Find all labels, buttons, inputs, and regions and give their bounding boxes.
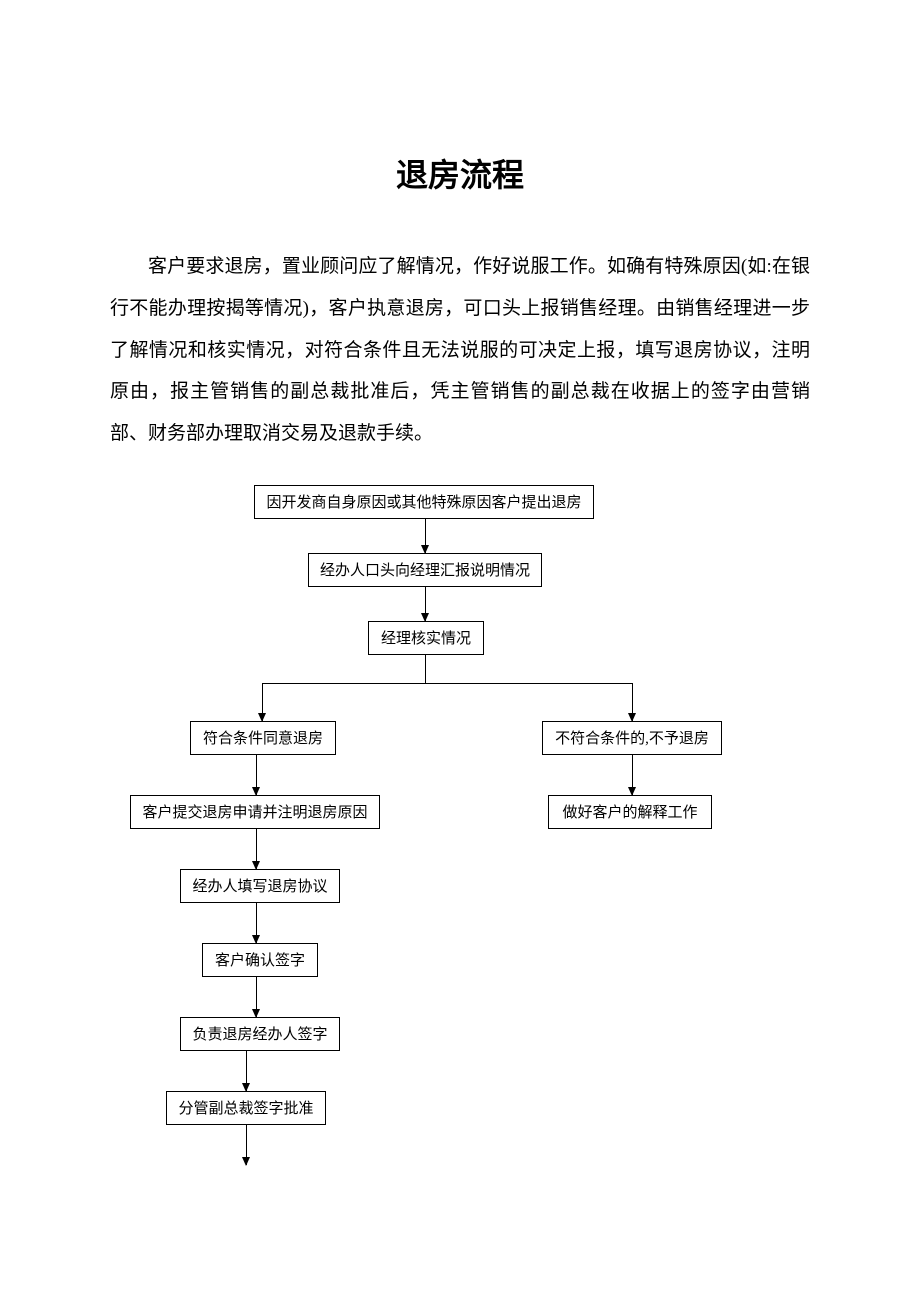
flowchart-arrow: [246, 1051, 247, 1091]
flowchart-node-n4: 符合条件同意退房: [190, 721, 336, 755]
flowchart-arrow: [256, 903, 257, 943]
flowchart-arrow: [425, 587, 426, 621]
flowchart-arrow: [425, 519, 426, 553]
flowchart-node-n11: 分管副总裁签字批准: [166, 1091, 326, 1125]
flowchart-node-n10: 负责退房经办人签字: [180, 1017, 340, 1051]
flowchart-node-n3: 经理核实情况: [368, 621, 484, 655]
flowchart-arrow: [256, 829, 257, 869]
flowchart-arrow: [632, 683, 633, 721]
flowchart-node-n5: 不符合条件的,不予退房: [542, 721, 722, 755]
flowchart-node-n9: 客户确认签字: [202, 943, 318, 977]
flowchart-arrow: [262, 683, 263, 721]
flowchart-connector: [425, 655, 426, 683]
flowchart-node-n8: 经办人填写退房协议: [180, 869, 340, 903]
intro-paragraph: 客户要求退房，置业顾问应了解情况，作好说服工作。如确有特殊原因(如:在银行不能办…: [110, 246, 810, 455]
flowchart-arrow: [256, 755, 257, 795]
flowchart-connector: [262, 683, 632, 684]
flowchart-arrow: [246, 1125, 247, 1165]
flowchart-node-n6: 客户提交退房申请并注明退房原因: [130, 795, 380, 829]
flowchart-arrow: [256, 977, 257, 1017]
flowchart-arrow: [632, 755, 633, 795]
flowchart-node-n1: 因开发商自身原因或其他特殊原因客户提出退房: [254, 485, 594, 519]
flowchart-node-n7: 做好客户的解释工作: [548, 795, 712, 829]
document-title: 退房流程: [110, 150, 810, 196]
flowchart-container: 因开发商自身原因或其他特殊原因客户提出退房经办人口头向经理汇报说明情况经理核实情…: [110, 485, 810, 1185]
flowchart-node-n2: 经办人口头向经理汇报说明情况: [308, 553, 542, 587]
